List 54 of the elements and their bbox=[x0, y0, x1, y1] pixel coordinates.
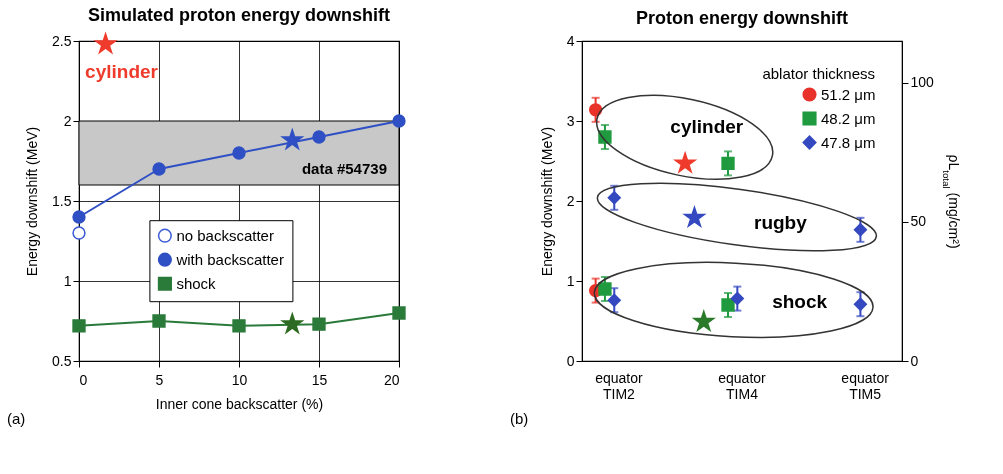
point bbox=[72, 226, 86, 240]
text: (b) bbox=[510, 410, 529, 427]
x-tick-label: equator TIM5 bbox=[841, 369, 890, 402]
legend-label: shock bbox=[176, 274, 217, 292]
y2-tick-label: 0 bbox=[910, 352, 919, 369]
x-tick-label: equator TIM2 bbox=[595, 369, 643, 402]
x-tick-label: 10 bbox=[231, 371, 248, 388]
point bbox=[312, 130, 326, 144]
point bbox=[392, 306, 406, 320]
point bbox=[72, 319, 86, 333]
legend-label: with backscatter bbox=[175, 250, 284, 268]
point bbox=[280, 311, 305, 335]
band-label: data #54739 bbox=[301, 160, 387, 177]
legend-label: no backscatter bbox=[176, 226, 274, 244]
x-tick-label: equator TIM4 bbox=[718, 369, 767, 402]
y-tick-label: 2 bbox=[566, 192, 575, 209]
legend-label: 48.2 μm bbox=[821, 109, 876, 127]
point bbox=[72, 210, 86, 224]
y-axis-title: Energy downshift (MeV) bbox=[24, 126, 41, 277]
point bbox=[280, 127, 305, 151]
legend-label: 47.8 μm bbox=[821, 133, 876, 151]
y-tick-label: 3 bbox=[566, 112, 575, 129]
y-tick-label: 4 bbox=[566, 32, 575, 49]
point bbox=[152, 314, 166, 328]
series-label: cylinder bbox=[85, 61, 159, 83]
y-tick-label: 1.5 bbox=[52, 192, 72, 209]
x-axis-title: Inner cone backscatter (%) bbox=[155, 395, 324, 412]
x-tick-label: 15 bbox=[311, 371, 328, 388]
y-tick-label: 0.5 bbox=[52, 352, 72, 369]
legend-title: ablator thickness bbox=[762, 65, 875, 82]
text: (a) bbox=[7, 410, 26, 427]
x-tick-label: 0 bbox=[79, 371, 88, 388]
point bbox=[152, 162, 166, 176]
chart-title: Simulated proton energy downshift bbox=[87, 5, 391, 26]
point bbox=[392, 114, 406, 128]
annotation: cylinder bbox=[670, 116, 744, 138]
y-tick-label: 0 bbox=[566, 352, 575, 369]
y-axis-title: Energy downshift (MeV) bbox=[538, 126, 555, 277]
x-tick-label: 20 bbox=[383, 371, 400, 388]
point bbox=[312, 317, 326, 331]
y-tick-label: 2 bbox=[63, 112, 72, 129]
legend-label: 51.2 μm bbox=[821, 85, 876, 103]
y-tick-label: 2.5 bbox=[52, 32, 72, 49]
annotation: rugby bbox=[754, 212, 808, 234]
point bbox=[93, 31, 118, 55]
y-tick-label: 1 bbox=[63, 272, 72, 289]
y-tick-label: 1 bbox=[566, 272, 575, 289]
point bbox=[232, 146, 246, 160]
chart-title: Proton energy downshift bbox=[635, 8, 849, 28]
y2-tick-label: 100 bbox=[910, 74, 935, 91]
x-tick-label: 5 bbox=[155, 371, 164, 388]
point bbox=[232, 319, 246, 333]
annotation: shock bbox=[772, 290, 828, 312]
y2-tick-label: 50 bbox=[910, 213, 927, 230]
